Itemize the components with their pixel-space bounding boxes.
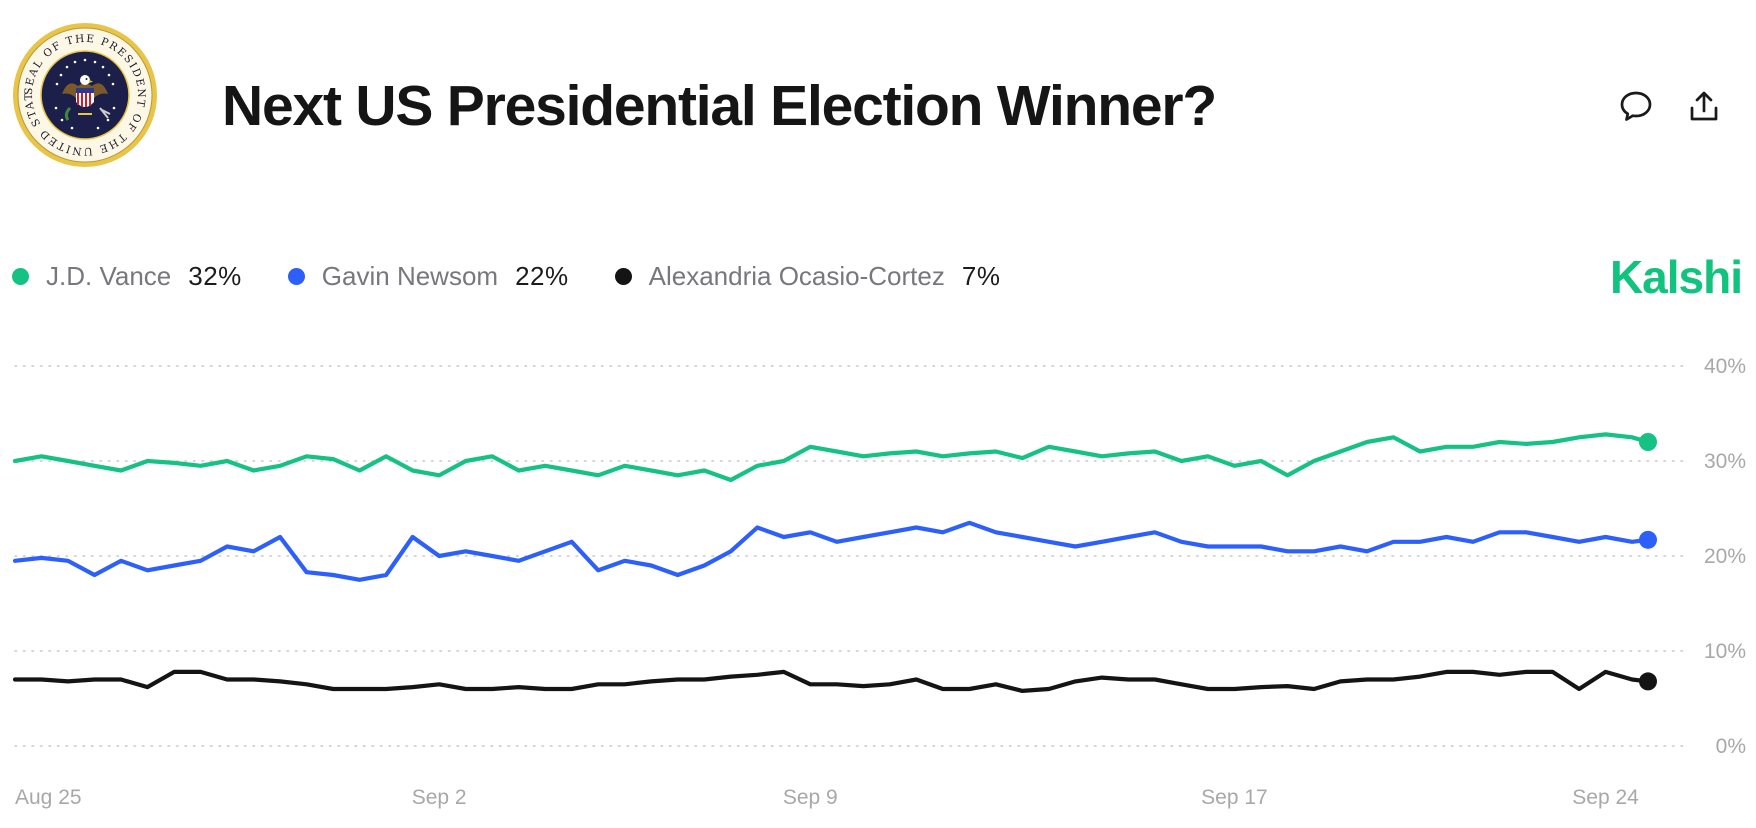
comment-button[interactable] <box>1614 84 1658 128</box>
legend-dot-ocasio-cortez <box>614 267 632 285</box>
series-end-point-0[interactable] <box>1639 433 1657 451</box>
chart-series <box>12 432 1657 693</box>
y-tick-label: 0% <box>1716 735 1746 758</box>
presidential-seal-logo: SEAL OF THE PRESIDENT OF THE UNITED STAT… <box>12 22 157 167</box>
legend-value: 7% <box>961 260 1001 291</box>
legend-name: Gavin Newsom <box>321 260 499 291</box>
y-tick-label: 40% <box>1704 355 1746 378</box>
y-tick-label: 30% <box>1704 450 1746 473</box>
legend-name: J.D. Vance <box>46 260 172 291</box>
legend-value: 32% <box>188 260 242 291</box>
series-line-1 <box>12 520 1651 582</box>
y-tick-label: 10% <box>1704 640 1746 663</box>
y-axis: 0% 10% 20% 30% 40% <box>1704 355 1746 758</box>
legend-item-vance[interactable]: J.D. Vance 32% <box>12 261 242 292</box>
y-tick-label: 20% <box>1704 545 1746 568</box>
legend-item-ocasio-cortez[interactable]: Alexandria Ocasio-Cortez 7% <box>614 260 1001 292</box>
x-tick-label: Sep 17 <box>1201 786 1268 809</box>
x-tick-label: Sep 24 <box>1572 786 1639 809</box>
legend-value: 22% <box>515 260 569 291</box>
series-line-2 <box>12 669 1651 693</box>
toolbar <box>1614 84 1746 128</box>
line-chart: 0% 10% 20% 30% 40% Aug 25 Sep 2 Sep 9 Sep 17 Sep… <box>12 355 1746 809</box>
legend-dot-newsom <box>287 267 305 285</box>
series-line-0 <box>12 432 1651 483</box>
legend-name: Alexandria Ocasio-Cortez <box>648 260 945 291</box>
series-end-point-2[interactable] <box>1639 672 1657 691</box>
comment-icon <box>1620 91 1652 121</box>
series-end-point-1[interactable] <box>1639 530 1657 549</box>
kalshi-logo: Kalshi <box>1609 251 1743 303</box>
legend-dot-vance <box>12 267 29 285</box>
x-tick-label: Aug 25 <box>15 786 82 809</box>
share-button[interactable] <box>1682 84 1726 128</box>
legend-item-newsom[interactable]: Gavin Newsom 22% <box>287 260 569 292</box>
x-tick-label: Sep 9 <box>783 786 838 809</box>
page-title: Next US Presidential Election Winner? <box>222 74 1217 138</box>
chart-grid <box>14 365 1687 747</box>
x-tick-label: Sep 2 <box>412 786 467 809</box>
chart-legend: J.D. Vance 32% Gavin Newsom 22% Alexandr… <box>12 258 1046 294</box>
share-icon <box>1690 91 1718 121</box>
x-axis: Aug 25 Sep 2 Sep 9 Sep 17 Sep 24 <box>15 786 1639 809</box>
